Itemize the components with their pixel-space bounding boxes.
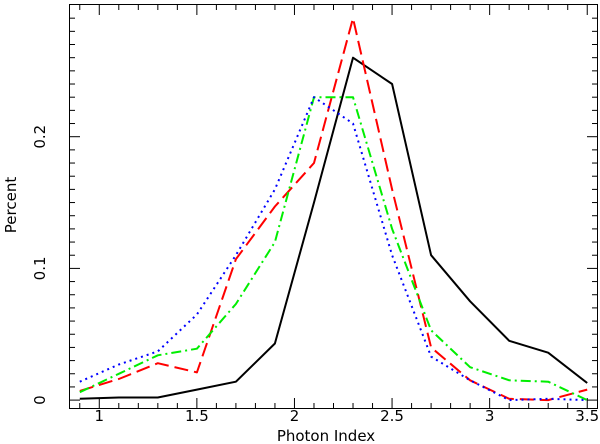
tick-labels: 1 1.5 2 2.5 3 3.5 0 0.1 0.2: [31, 125, 599, 425]
series-layer: [79, 17, 588, 402]
y-tick-label: 0.1: [31, 256, 49, 280]
y-tick-label: 0: [31, 395, 49, 405]
x-tick-label: 3: [485, 407, 495, 425]
series-line-dashed-red: [79, 17, 588, 402]
x-axis-title: Photon Index: [277, 427, 375, 444]
x-tick-label: 2: [290, 407, 300, 425]
y-tick-label: 0.2: [31, 125, 49, 149]
y-axis-title: Percent: [2, 177, 20, 234]
series-line-dashdot-green: [79, 96, 588, 402]
ticks: [70, 5, 597, 408]
plot-frame: [69, 4, 598, 409]
series-line-solid-black: [79, 56, 588, 400]
x-tick-label: 3.5: [575, 407, 599, 425]
x-tick-label: 1: [95, 407, 105, 425]
x-tick-label: 2.5: [380, 407, 404, 425]
x-tick-label: 1.5: [185, 407, 209, 425]
series-line-dotted-blue: [79, 96, 588, 402]
